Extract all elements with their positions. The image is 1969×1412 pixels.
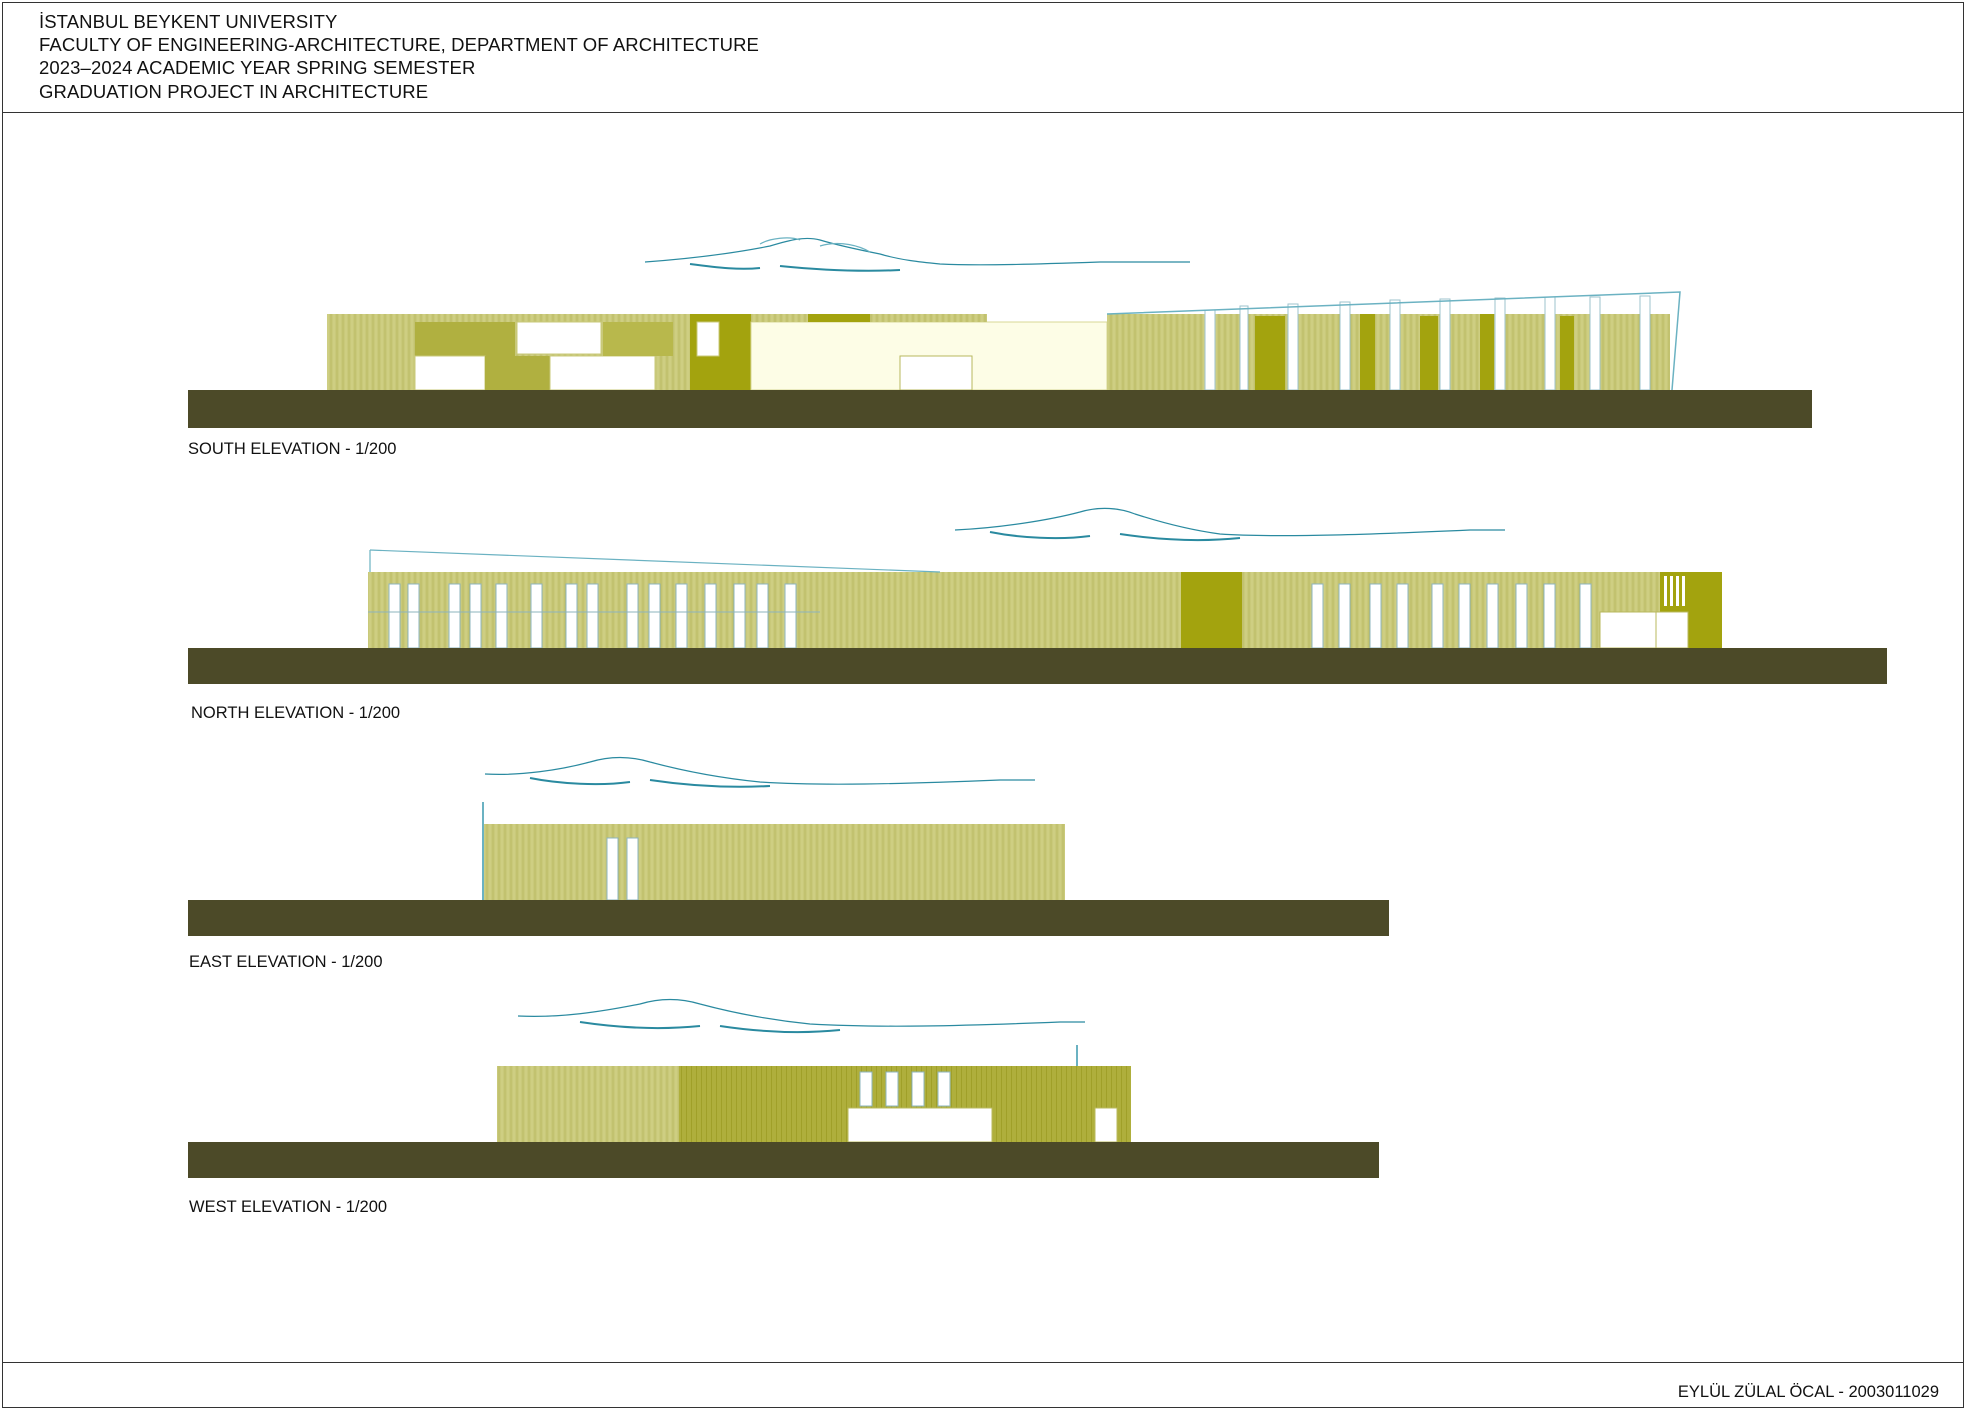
south-elevation-caption: SOUTH ELEVATION - 1/200 [188,440,397,458]
east-elevation-caption: EAST ELEVATION - 1/200 [189,953,383,971]
author-name: EYLÜL ZÜLAL ÖCAL - 2003011029 [1677,1383,1939,1401]
west-ground [188,1142,1379,1178]
tree-silhouette [644,237,1190,272]
title-block-header: İSTANBUL BEYKENT UNIVERSITY FACULTY OF E… [3,3,1963,113]
tree-silhouette [484,756,1035,788]
east-elevation [188,756,1389,936]
south-elevation [188,237,1812,428]
north-ground [188,648,1887,684]
university-name: İSTANBUL BEYKENT UNIVERSITY [39,11,338,32]
tree-silhouette [517,998,1085,1034]
east-volume [483,824,1065,900]
title-block-footer: EYLÜL ZÜLAL ÖCAL - 2003011029 [3,1362,1963,1407]
west-elevation [188,998,1379,1178]
west-left-volume [497,1066,679,1142]
east-ground [188,900,1389,936]
north-elevation [188,507,1887,684]
north-elevation-caption: NORTH ELEVATION - 1/200 [191,704,401,722]
semester: 2023–2024 ACADEMIC YEAR SPRING SEMESTER [39,57,476,78]
project-title: GRADUATION PROJECT IN ARCHITECTURE [39,81,429,102]
south-ground [188,390,1812,428]
faculty-name: FACULTY OF ENGINEERING-ARCHITECTURE, DEP… [39,34,759,55]
south-right-volume [1107,314,1670,390]
tree-silhouette [954,507,1505,542]
west-elevation-caption: WEST ELEVATION - 1/200 [189,1198,388,1216]
